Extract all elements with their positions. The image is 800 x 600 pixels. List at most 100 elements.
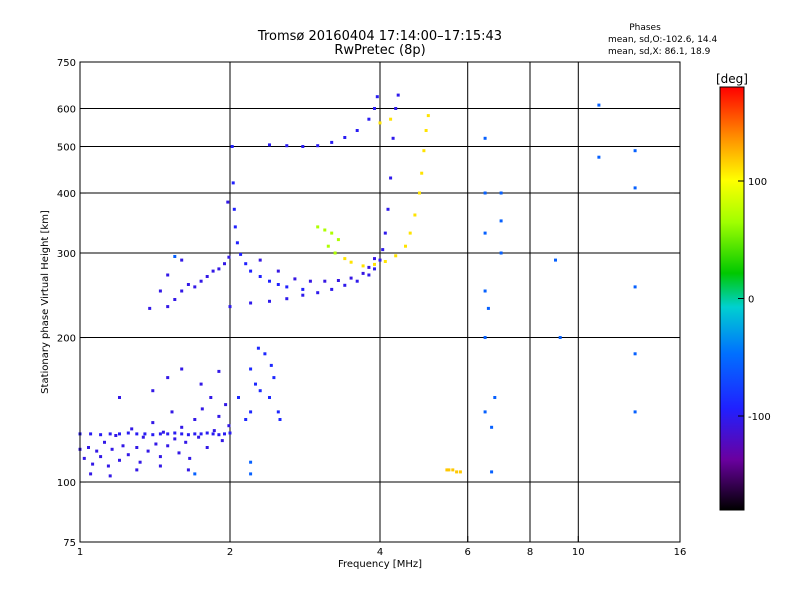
data-point bbox=[232, 207, 236, 211]
data-point bbox=[180, 289, 184, 293]
data-point bbox=[108, 474, 112, 478]
data-point bbox=[217, 369, 221, 373]
data-point bbox=[239, 252, 243, 256]
data-points bbox=[78, 93, 637, 478]
data-point bbox=[154, 442, 158, 446]
data-point bbox=[326, 244, 330, 248]
data-point bbox=[386, 207, 390, 211]
data-point bbox=[217, 267, 221, 271]
y-tick-label: 750 bbox=[57, 58, 76, 69]
data-point bbox=[396, 93, 400, 97]
data-point bbox=[110, 447, 114, 451]
data-point bbox=[256, 346, 260, 350]
data-point bbox=[249, 367, 253, 371]
data-point bbox=[193, 285, 197, 289]
data-point bbox=[118, 396, 121, 399]
data-point bbox=[205, 431, 209, 435]
data-point bbox=[276, 269, 280, 273]
data-point bbox=[343, 257, 347, 261]
data-point bbox=[87, 446, 90, 449]
data-point bbox=[173, 437, 177, 441]
data-point bbox=[89, 472, 93, 476]
data-point bbox=[135, 446, 139, 449]
data-point bbox=[373, 107, 376, 110]
data-point bbox=[106, 464, 110, 468]
data-point bbox=[135, 432, 139, 436]
data-point bbox=[118, 432, 121, 436]
data-point bbox=[499, 191, 503, 195]
data-point bbox=[209, 396, 213, 399]
data-point bbox=[223, 262, 226, 266]
data-point bbox=[378, 121, 382, 125]
y-tick-label: 300 bbox=[57, 249, 76, 260]
data-point bbox=[99, 455, 103, 459]
x-tick-label: 16 bbox=[674, 547, 687, 558]
data-point bbox=[193, 432, 197, 436]
data-point bbox=[268, 279, 271, 283]
y-tick-label: 75 bbox=[63, 538, 76, 549]
data-point bbox=[186, 433, 190, 437]
data-point bbox=[323, 228, 327, 232]
data-point bbox=[276, 410, 280, 414]
data-point bbox=[197, 435, 201, 439]
data-point bbox=[91, 462, 95, 466]
data-point bbox=[316, 144, 320, 148]
data-point bbox=[173, 255, 177, 258]
data-point bbox=[404, 244, 407, 248]
data-point bbox=[268, 299, 271, 303]
data-point bbox=[249, 472, 253, 476]
data-point bbox=[180, 258, 184, 262]
data-point bbox=[205, 446, 209, 449]
data-point bbox=[151, 433, 155, 437]
colorbar-tick-label: 100 bbox=[748, 177, 767, 188]
data-point bbox=[381, 248, 385, 252]
data-point bbox=[383, 260, 387, 263]
data-point bbox=[455, 470, 459, 474]
data-point bbox=[424, 129, 428, 132]
data-point bbox=[161, 430, 165, 434]
data-point bbox=[493, 396, 497, 399]
data-point bbox=[558, 336, 562, 339]
data-point bbox=[293, 277, 297, 281]
data-point bbox=[258, 389, 262, 393]
data-point bbox=[166, 273, 170, 277]
data-point bbox=[373, 262, 376, 266]
data-point bbox=[99, 433, 103, 437]
data-point bbox=[597, 103, 601, 107]
data-point bbox=[211, 432, 215, 436]
data-point bbox=[158, 432, 162, 436]
data-point bbox=[378, 258, 382, 262]
x-tick-label: 6 bbox=[465, 547, 471, 558]
data-point bbox=[361, 271, 365, 275]
y-axis: 75 100 200 300 400 500 600 750 bbox=[57, 58, 680, 549]
data-point bbox=[233, 225, 237, 229]
data-point bbox=[373, 257, 376, 261]
data-point bbox=[330, 140, 334, 144]
data-point bbox=[205, 275, 209, 278]
data-point bbox=[333, 251, 337, 255]
data-point bbox=[418, 191, 421, 195]
x-tick-label: 10 bbox=[572, 547, 585, 558]
data-point bbox=[199, 432, 203, 436]
data-point bbox=[193, 472, 197, 476]
data-point bbox=[408, 231, 412, 235]
y-tick-label: 100 bbox=[57, 478, 76, 489]
data-point bbox=[138, 460, 142, 464]
data-point bbox=[383, 231, 387, 235]
data-point bbox=[227, 424, 231, 428]
data-point bbox=[483, 191, 487, 195]
data-point bbox=[114, 434, 118, 437]
y-tick-label: 500 bbox=[57, 143, 76, 154]
data-point bbox=[486, 306, 490, 310]
data-point bbox=[269, 363, 273, 367]
data-point bbox=[244, 418, 248, 421]
data-point bbox=[135, 468, 139, 472]
data-point bbox=[633, 186, 637, 190]
x-tick-label: 2 bbox=[227, 547, 233, 558]
data-point bbox=[158, 289, 162, 293]
data-point bbox=[228, 431, 232, 435]
data-point bbox=[394, 107, 398, 110]
chart-subtitle: RwPretec (8p) bbox=[334, 43, 425, 58]
x-tick-label: 1 bbox=[77, 547, 83, 558]
data-point bbox=[258, 275, 262, 278]
